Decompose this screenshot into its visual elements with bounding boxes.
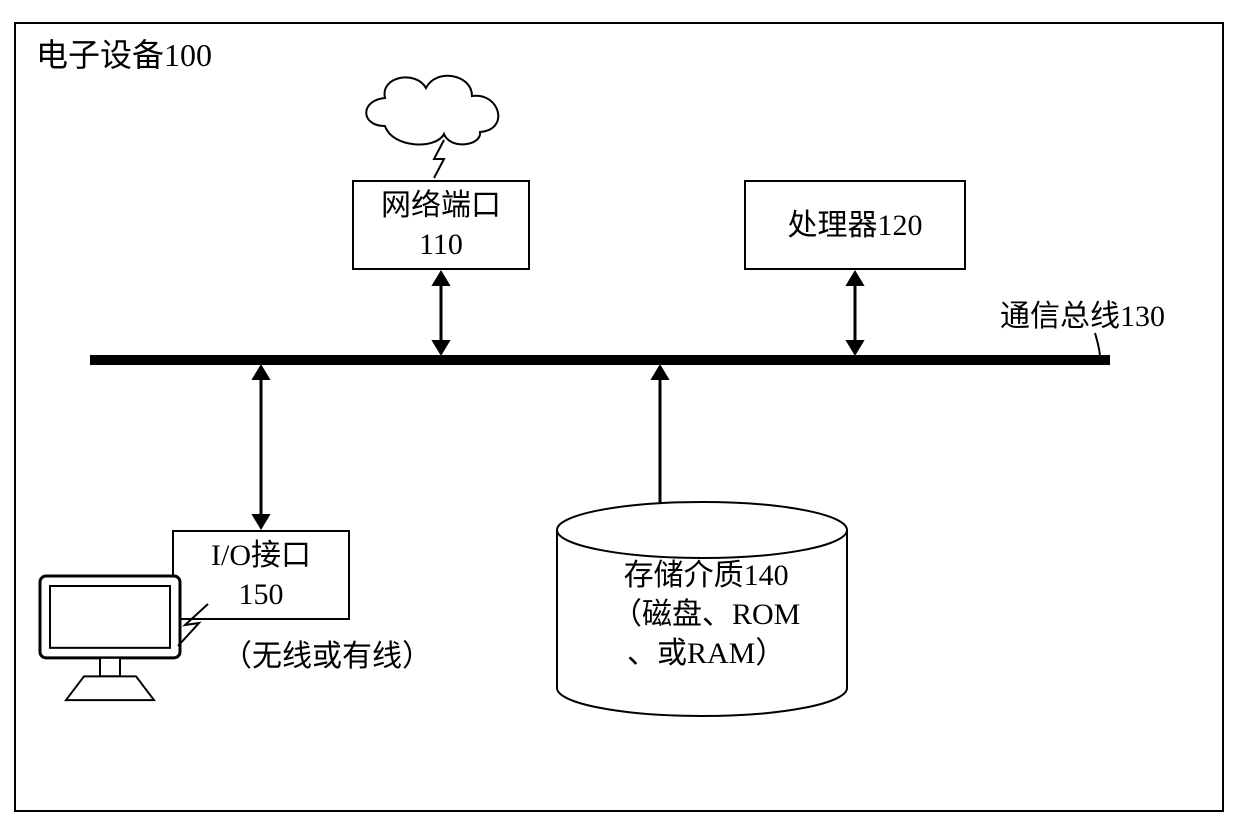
- io-sublabel: （无线或有线）: [222, 640, 432, 673]
- diagram-canvas: 电子设备100 网络端口 110 处理器120 I/O接口 150 通信总线13…: [0, 0, 1239, 828]
- io-interface-label-1: I/O接口: [211, 536, 311, 575]
- io-interface-box: I/O接口 150: [172, 530, 350, 620]
- bus-label: 通信总线130: [1000, 300, 1165, 333]
- storage-line-3: 、或RAM）: [612, 634, 800, 673]
- network-port-label-1: 网络端口: [381, 186, 501, 225]
- network-port-box: 网络端口 110: [352, 180, 530, 270]
- storage-text-block: 存储介质140 （磁盘、ROM 、或RAM）: [612, 556, 800, 673]
- cloud-label: 网络: [413, 100, 469, 131]
- storage-line-2: （磁盘、ROM: [612, 595, 800, 634]
- processor-box: 处理器120: [744, 180, 966, 270]
- outer-frame: [14, 22, 1224, 812]
- io-interface-label-2: 150: [239, 575, 284, 614]
- network-port-label-2: 110: [419, 225, 463, 264]
- storage-line-1: 存储介质140: [612, 556, 800, 595]
- processor-label: 处理器120: [788, 206, 923, 245]
- diagram-title: 电子设备100: [36, 38, 212, 73]
